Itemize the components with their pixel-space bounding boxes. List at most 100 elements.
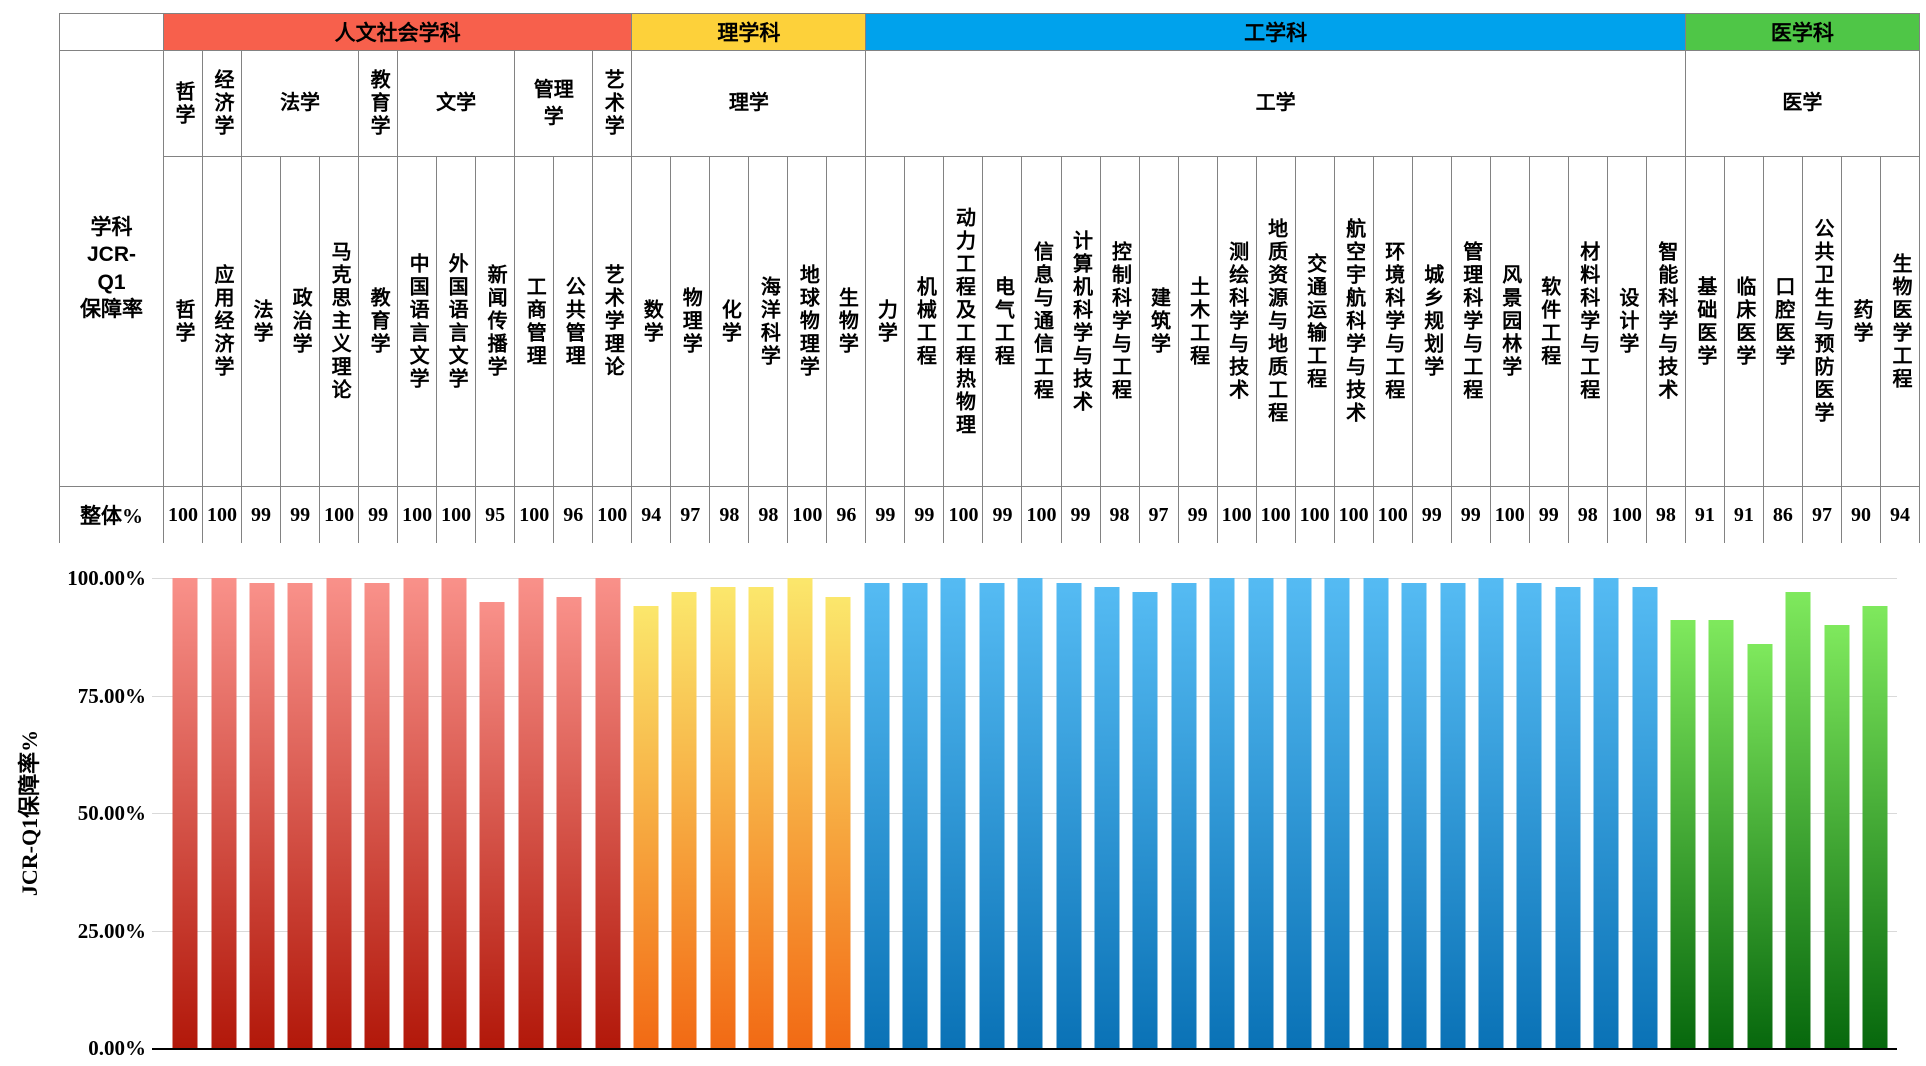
overall-value-cell: 95 [475,486,515,543]
overall-value-cell: 100 [1333,486,1373,543]
bar [1516,582,1542,1048]
overall-value-cell: 94 [631,486,671,543]
corner-cell [59,13,163,50]
discipline-cell: 外国语言文学 [436,156,476,486]
bar-slot [1856,578,1894,1048]
bar-slot [1817,578,1855,1048]
bar-slot [1357,578,1395,1048]
overall-value-cell: 100 [397,486,437,543]
discipline-cell: 政治学 [280,156,320,486]
bar [1132,592,1158,1048]
bar-slot [704,578,742,1048]
bar [595,578,621,1048]
bar-series [166,578,1894,1048]
bar [787,578,813,1048]
discipline-cell: 公共管理 [553,156,593,486]
discipline-cell: 生物医学工程 [1879,156,1919,486]
discipline-cell: 艺术学理论 [592,156,632,486]
discipline-cell: 航空宇航科学与技术 [1333,156,1373,486]
bar-slot [166,578,204,1048]
bar [172,578,198,1048]
overall-value-cell: 90 [1840,486,1880,543]
bar [979,582,1005,1048]
bar [940,578,966,1048]
bar [1440,582,1466,1048]
overall-value-cell: 100 [787,486,827,543]
bar-slot [320,578,358,1048]
bar [518,578,544,1048]
bar [403,578,429,1048]
subgroup-header-cell: 文学 [397,50,515,156]
bar-slot [819,578,857,1048]
overall-value-cell: 99 [280,486,320,543]
bar-slot [1011,578,1049,1048]
discipline-cell: 环境科学与工程 [1372,156,1412,486]
y-tick-label: 75.00% [77,684,146,708]
overall-value-cell: 99 [982,486,1022,543]
discipline-cell: 电气工程 [982,156,1022,486]
discipline-cell: 管理科学与工程 [1450,156,1490,486]
discipline-cell: 教育学 [358,156,398,486]
bar-slot [512,578,550,1048]
bar [326,578,352,1048]
overall-value-cell: 100 [1255,486,1295,543]
discipline-cell: 建筑学 [1138,156,1178,486]
bar [441,578,467,1048]
bar-slot [1088,578,1126,1048]
bar-slot [973,578,1011,1048]
overall-value-cell: 100 [1606,486,1646,543]
bar-slot [1433,578,1471,1048]
y-tick-label: 0.00% [88,1036,146,1060]
discipline-cell: 哲学 [163,156,203,486]
bar [249,582,275,1048]
bar [479,601,505,1048]
discipline-cell: 交通运输工程 [1294,156,1334,486]
bar-slot [1472,578,1510,1048]
discipline-cell: 化学 [709,156,749,486]
bar-slot [1318,578,1356,1048]
discipline-cell: 测绘科学与技术 [1216,156,1256,486]
x-axis-line [152,1048,1897,1050]
bar [1171,582,1197,1048]
overall-value-cell: 100 [163,486,203,543]
bar [825,596,851,1048]
bar-slot [588,578,626,1048]
overall-value-cell: 100 [202,486,242,543]
overall-value-cell: 100 [1372,486,1412,543]
group-header-cell: 工学科 [865,13,1685,50]
bar-slot [857,578,895,1048]
bar-slot [1664,578,1702,1048]
discipline-cell: 临床医学 [1723,156,1763,486]
overall-value-cell: 99 [241,486,281,543]
discipline-cell: 应用经济学 [202,156,242,486]
bar-slot [358,578,396,1048]
overall-value-cell: 100 [1021,486,1061,543]
overall-value-cell: 99 [1528,486,1568,543]
bar [364,582,390,1048]
group-header-cell: 医学科 [1684,13,1919,50]
bar [1094,587,1120,1048]
discipline-cell: 城乡规划学 [1411,156,1451,486]
overall-value-cell: 100 [592,486,632,543]
overall-value-cell: 100 [436,486,476,543]
overall-value-cell: 99 [1177,486,1217,543]
discipline-cell: 马克思主义理论 [319,156,359,486]
overall-value-cell: 99 [904,486,944,543]
bar [1324,578,1350,1048]
overall-value-cell: 99 [1060,486,1100,543]
overall-value-cell: 99 [865,486,905,543]
bar [1670,620,1696,1048]
bar-slot [934,578,972,1048]
overall-value-cell: 91 [1723,486,1763,543]
overall-value-cell: 100 [319,486,359,543]
overall-value-cell: 100 [943,486,983,543]
group-header-cell: 理学科 [631,13,866,50]
bar-slot [1625,578,1663,1048]
bar [1478,578,1504,1048]
bar [1017,578,1043,1048]
bar-slot [1165,578,1203,1048]
overall-value-cell: 100 [1489,486,1529,543]
discipline-cell: 控制科学与工程 [1099,156,1139,486]
bar-slot [1741,578,1779,1048]
